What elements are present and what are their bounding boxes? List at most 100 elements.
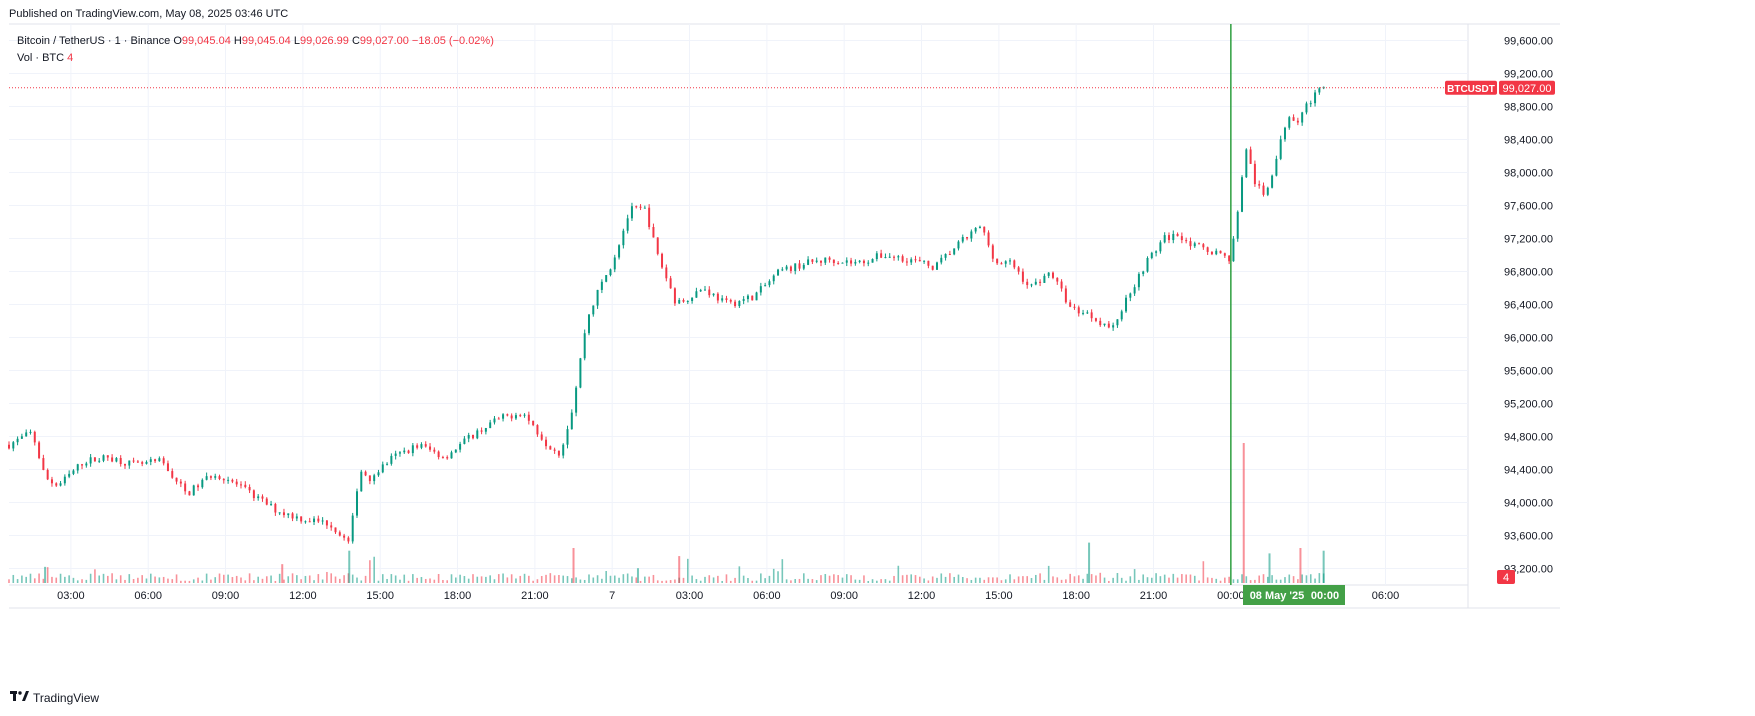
volume-spike [348,550,351,583]
candle-body [1137,273,1140,288]
candle-body [609,269,612,276]
close-label: C [351,35,360,47]
volume-bar [1009,574,1011,583]
candle-body [1318,88,1321,93]
volume-bar [506,577,509,583]
candle-body [1034,281,1037,285]
volume-bar [1047,565,1050,583]
volume-bar [1193,575,1196,583]
volume-bar [223,574,225,583]
candle-body [171,471,174,478]
tradingview-brand[interactable]: TradingView [10,691,99,705]
candle-body [858,260,861,262]
candle-body [1009,260,1012,262]
volume-bar [1090,574,1093,583]
candle-body [1206,247,1209,252]
volume-bar [1168,577,1170,583]
volume-spike [1242,443,1245,583]
price-axis[interactable]: 93,200.00 93,600.00 94,000.00 94,400.00 94,8… [1497,36,1555,585]
candle-body [111,457,114,462]
volume-bar [712,577,715,583]
candle-body [381,464,384,473]
candle-body [1275,158,1278,176]
candle-body [1069,302,1072,307]
candle-body [914,259,917,261]
candle-body [1133,287,1136,294]
candle-body [712,293,715,296]
candle-body [115,457,118,462]
volume-bar [841,577,844,583]
brand-text: TradingView [33,691,100,705]
candle-body [252,490,255,499]
candle-body [1039,281,1042,283]
volume-bar [1202,561,1205,583]
candle-body [1051,272,1054,278]
volume-bar [296,575,298,583]
candle-body [42,458,45,470]
volume-bar [463,576,466,583]
volume-bar [493,579,496,583]
candle-body [695,291,698,298]
volume-bar [1206,577,1209,583]
volume-bar [824,574,827,583]
volume-bar [639,580,642,583]
volume-bar [622,574,625,583]
volume-bar [987,577,990,583]
candle-body [699,290,702,292]
candle-body [540,434,543,440]
candle-body [639,206,642,208]
y-tick-label: 94,400.00 [1504,465,1553,477]
symbol-badge [1445,80,1497,95]
volume-bar [321,579,324,583]
candle-body [1189,241,1192,247]
candle-body [626,218,629,231]
candle-body [725,298,728,300]
volume-bar [334,576,337,583]
volume-bar [300,579,302,583]
candle-body [742,299,745,301]
volume-bar [1034,574,1037,583]
candle-body [205,476,208,480]
volume-bar [356,577,358,583]
candle-body [1107,323,1110,328]
candle-body [1004,261,1007,264]
candle-body [686,301,689,303]
symbol-title[interactable]: Bitcoin / TetherUS · 1 · Binance [17,35,171,47]
volume-bar [1266,576,1269,583]
x-tick-label: 15:00 [366,590,394,602]
candle-body [600,281,603,290]
volume-bar [1039,573,1041,583]
volume-bar [523,573,526,583]
volume-bar [1022,576,1024,583]
volume-bar [115,579,118,583]
x-tick-label: 12:00 [908,590,936,602]
volume-bar [1013,579,1016,583]
volume-label[interactable]: Vol · BTC [17,52,65,64]
volume-bar [94,569,96,583]
candle-body [373,475,376,482]
volume-bars [8,443,1325,583]
candle-body [300,516,303,522]
candle-body [935,262,938,270]
candle-body [1094,318,1097,321]
volume-bar [317,574,320,583]
volume-bar [1000,580,1003,583]
volume-bar [1236,579,1239,583]
candle-body [222,478,225,481]
volume-bar [648,576,650,583]
y-tick-label: 98,000.00 [1504,168,1553,180]
candle-body [1219,250,1222,254]
volume-bar [85,579,88,583]
volume-bar [167,578,169,583]
candle-body [1176,233,1179,237]
y-tick-label: 94,000.00 [1504,498,1553,510]
candle-body [239,484,242,486]
volume-bar [1211,577,1213,583]
volume-bar [1129,576,1132,583]
candle-body [583,333,586,359]
volume-bar [579,579,582,583]
volume-bar [291,573,294,583]
time-axis[interactable]: 03:00 06:00 09:00 12:00 15:00 18:00 21:00 7 03:0… [57,585,1399,605]
candle-body [957,241,960,249]
